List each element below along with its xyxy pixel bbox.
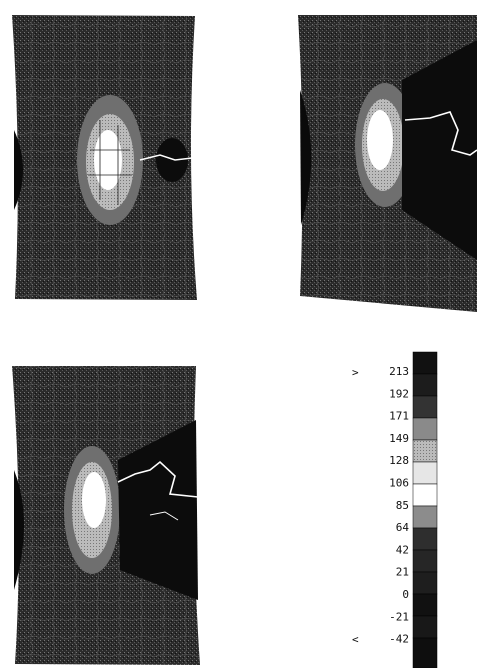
- colorbar-label: 42: [396, 543, 409, 556]
- colorbar-label: -42: [389, 633, 409, 646]
- figure: 213 192 171 149 128 106 85 64 42 21 0 -21 -42 > <: [0, 0, 479, 668]
- colorbar-label: -21: [389, 610, 409, 623]
- colorbar-labels: 213 192 171 149 128 106 85 64 42 21 0 -21 -42: [389, 365, 409, 646]
- colorbar-label: 213: [389, 365, 409, 378]
- colorbar-label: 21: [396, 566, 409, 579]
- colorbar-label: 171: [389, 410, 409, 423]
- contour-panel: [12, 366, 200, 665]
- colorbar-label: 0: [402, 588, 409, 601]
- colorbar-label: 192: [389, 387, 409, 400]
- colorbar-label: 128: [389, 454, 409, 467]
- contour-panel: [12, 15, 197, 300]
- under-marker: <: [352, 633, 359, 646]
- colorbar-label: 85: [396, 499, 409, 512]
- colorbar: [413, 352, 437, 668]
- colorbar-label: 149: [389, 432, 409, 445]
- contour-panel: [298, 15, 477, 312]
- colorbar-label: 106: [389, 477, 409, 490]
- colorbar-label: 64: [396, 521, 410, 534]
- over-marker: >: [352, 366, 359, 379]
